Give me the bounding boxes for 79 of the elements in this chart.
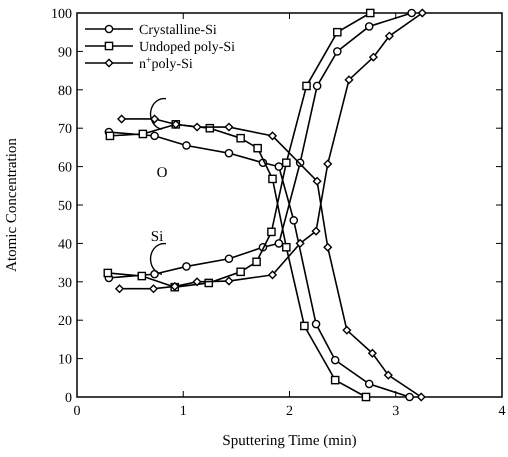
point <box>368 348 377 358</box>
point <box>289 216 298 225</box>
point <box>282 158 291 168</box>
point <box>268 270 277 280</box>
point <box>312 320 320 328</box>
point <box>323 160 332 168</box>
y-tick-label: 20 <box>58 314 72 330</box>
point <box>384 370 393 380</box>
point <box>252 258 261 266</box>
y-tick-label: 50 <box>58 199 72 214</box>
point <box>274 239 284 248</box>
point <box>192 278 202 286</box>
point <box>333 28 342 36</box>
point <box>104 268 112 278</box>
point <box>268 174 277 184</box>
x-tick-label: 4 <box>498 404 506 419</box>
annotation: O <box>156 165 168 181</box>
point <box>224 276 234 286</box>
point <box>366 8 375 18</box>
y-tick-label: 80 <box>58 84 72 99</box>
y-tick-label: 10 <box>58 352 72 368</box>
legend-label: n$^{+}$poly-Si <box>139 54 193 72</box>
point <box>312 82 322 90</box>
point <box>182 262 191 271</box>
point <box>300 322 309 330</box>
point <box>224 254 234 264</box>
x-tick-label: 2 <box>286 404 293 419</box>
point <box>362 392 370 402</box>
point <box>418 8 427 18</box>
point <box>330 376 340 384</box>
point <box>149 284 158 294</box>
point <box>342 326 352 334</box>
point <box>407 8 416 18</box>
y-tick-label: 60 <box>58 160 72 176</box>
point <box>268 132 277 140</box>
point <box>138 130 148 138</box>
point <box>138 272 146 280</box>
point <box>323 242 332 252</box>
point <box>312 226 320 236</box>
legend-label: Undoped poly-Si <box>139 40 236 55</box>
x-tick-label: 1 <box>180 404 187 419</box>
point <box>369 52 378 62</box>
annotation: Si <box>150 229 164 245</box>
point <box>416 392 426 402</box>
point <box>106 132 114 140</box>
legend-label: Crystalline-Si <box>139 23 217 38</box>
point <box>405 392 414 402</box>
point <box>330 356 340 364</box>
point <box>236 268 245 276</box>
point <box>333 47 342 56</box>
point <box>364 22 374 31</box>
point <box>296 239 304 248</box>
point <box>224 122 234 132</box>
y-tick-label: 40 <box>58 237 72 252</box>
point <box>267 228 276 236</box>
y-tick-label: 0 <box>65 391 72 406</box>
point <box>117 114 126 124</box>
y-tick-label: 30 <box>58 276 72 291</box>
point <box>274 162 284 171</box>
point <box>364 380 374 388</box>
y-tick-label: 100 <box>51 7 72 22</box>
point <box>182 141 191 150</box>
point <box>312 176 322 186</box>
point <box>150 132 159 140</box>
y-tick-label: 70 <box>58 122 72 138</box>
point <box>150 114 159 124</box>
point <box>115 284 124 294</box>
point <box>236 134 245 142</box>
y-axis-title: Atomic Concentration <box>4 138 20 272</box>
point <box>344 76 354 84</box>
x-axis-title: Sputtering Time (min) <box>222 433 357 449</box>
point <box>224 148 234 158</box>
point <box>192 122 202 132</box>
y-tick-label: 90 <box>58 45 72 60</box>
point <box>385 32 394 40</box>
point <box>302 82 311 90</box>
point <box>253 144 262 152</box>
point <box>282 242 291 252</box>
x-tick-label: 3 <box>392 404 400 419</box>
